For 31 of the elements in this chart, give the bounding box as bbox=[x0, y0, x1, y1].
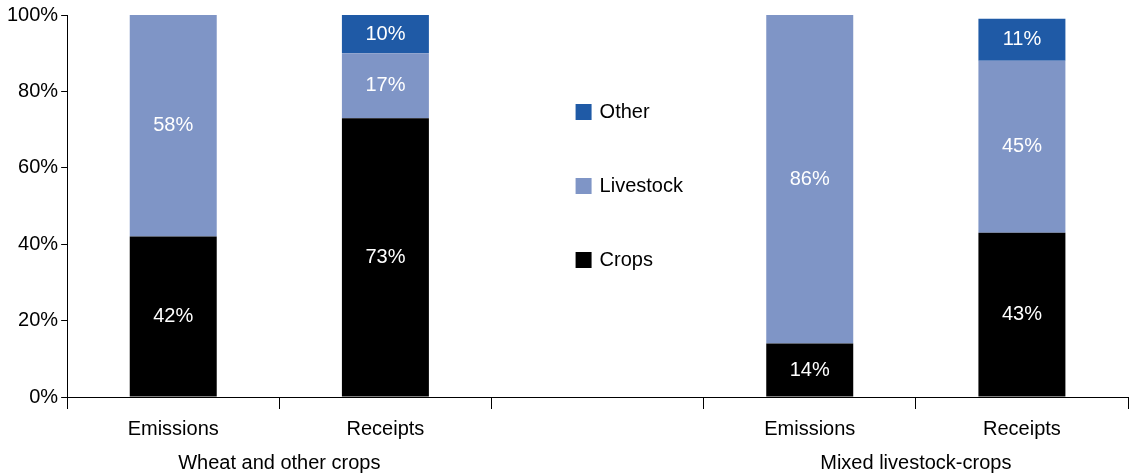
data-label: 43% bbox=[1001, 302, 1043, 325]
data-label: 58% bbox=[153, 113, 194, 136]
x-tick-label: Emissions bbox=[127, 416, 219, 439]
bar bbox=[341, 15, 429, 54]
bar bbox=[766, 15, 854, 344]
bar bbox=[978, 60, 1066, 233]
x-tick-label: Receipts bbox=[346, 416, 425, 439]
y-tick-label: 60% bbox=[18, 155, 59, 178]
data-label: 42% bbox=[153, 304, 194, 327]
bar bbox=[129, 15, 217, 237]
data-label: 17% bbox=[365, 73, 406, 96]
bar bbox=[978, 18, 1066, 61]
data-label: 14% bbox=[789, 357, 830, 380]
y-tick-label: 0% bbox=[29, 384, 59, 407]
y-tick-label: 100% bbox=[7, 2, 59, 25]
text: Wheat and other crops bbox=[178, 450, 381, 473]
data-label: 45% bbox=[1001, 134, 1043, 157]
text: Mixed livestock-crops bbox=[820, 450, 1012, 473]
data-label: 11% bbox=[1002, 27, 1042, 50]
bar bbox=[341, 53, 429, 119]
x-tick-label: Emissions bbox=[764, 416, 856, 439]
legend-label: Crops bbox=[599, 247, 653, 270]
data-label: 10% bbox=[365, 21, 406, 44]
legend-label: Other bbox=[599, 99, 650, 122]
data-label: 73% bbox=[365, 244, 406, 267]
data-label: 86% bbox=[789, 166, 830, 189]
x-tick-label: Receipts bbox=[983, 416, 1061, 439]
legend-label: Livestock bbox=[599, 173, 684, 196]
y-tick-label: 20% bbox=[18, 308, 59, 331]
y-tick-label: 40% bbox=[18, 231, 59, 254]
y-tick-label: 80% bbox=[18, 78, 59, 101]
